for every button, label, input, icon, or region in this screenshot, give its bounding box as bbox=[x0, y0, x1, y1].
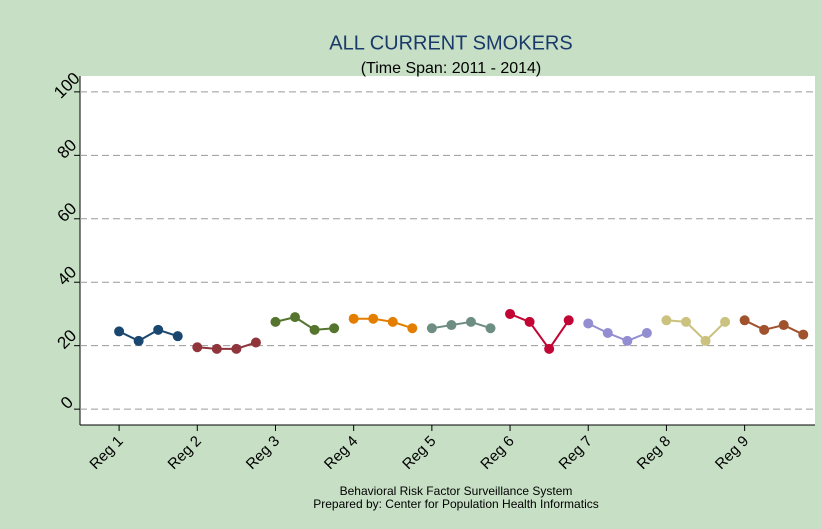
point bbox=[524, 316, 535, 327]
chart-subtitle: (Time Span: 2011 - 2014) bbox=[361, 60, 542, 77]
series-line bbox=[118, 328, 179, 343]
series-line bbox=[744, 319, 804, 336]
series-line bbox=[275, 316, 335, 331]
point bbox=[622, 335, 633, 346]
point bbox=[680, 316, 691, 327]
series-line bbox=[509, 313, 570, 351]
series-line bbox=[431, 320, 491, 330]
point bbox=[387, 316, 398, 327]
point bbox=[211, 343, 222, 354]
point bbox=[485, 323, 496, 334]
point bbox=[329, 323, 340, 334]
point bbox=[641, 327, 652, 338]
point bbox=[778, 320, 789, 331]
point bbox=[426, 323, 437, 334]
note: Prepared by: Center for Population Healt… bbox=[313, 497, 598, 511]
point bbox=[172, 331, 183, 342]
point bbox=[368, 313, 379, 324]
point bbox=[153, 324, 164, 335]
point bbox=[720, 316, 731, 327]
point bbox=[348, 313, 359, 324]
point bbox=[661, 315, 672, 326]
point bbox=[544, 343, 555, 354]
point bbox=[231, 343, 242, 354]
point bbox=[407, 323, 418, 334]
series-line bbox=[587, 322, 648, 343]
series-line bbox=[353, 317, 413, 330]
point bbox=[505, 308, 516, 319]
point bbox=[270, 316, 281, 327]
point bbox=[192, 342, 203, 353]
point bbox=[602, 327, 613, 338]
series-line bbox=[197, 341, 257, 350]
point bbox=[583, 318, 594, 329]
point bbox=[759, 324, 770, 335]
point bbox=[700, 335, 711, 346]
point bbox=[465, 316, 476, 327]
note: Behavioral Risk Factor Surveillance Syst… bbox=[340, 484, 573, 498]
point bbox=[446, 320, 457, 331]
point bbox=[798, 329, 809, 340]
point bbox=[290, 312, 301, 323]
point bbox=[563, 315, 574, 326]
point bbox=[250, 337, 261, 348]
series-line bbox=[666, 319, 726, 343]
point bbox=[114, 326, 125, 337]
point bbox=[309, 324, 320, 335]
point bbox=[133, 335, 144, 346]
plot-area bbox=[80, 76, 815, 425]
chart-title: ALL CURRENT SMOKERS bbox=[329, 32, 572, 54]
point bbox=[739, 315, 750, 326]
